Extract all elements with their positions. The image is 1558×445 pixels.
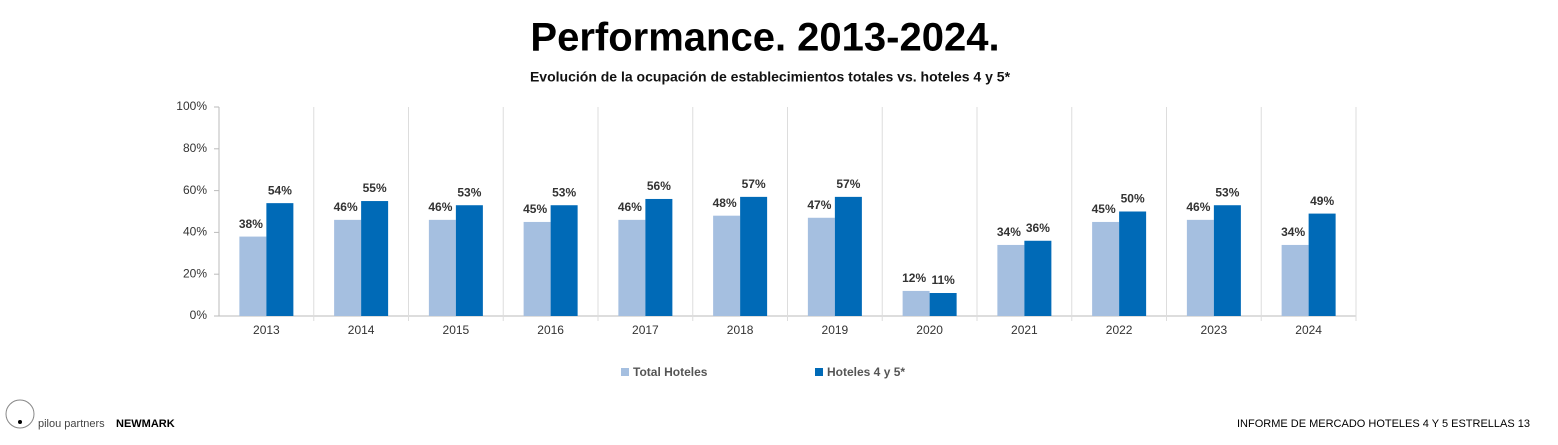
value-label: 47% bbox=[807, 198, 831, 212]
bar bbox=[1186, 219, 1214, 316]
y-tick-label: 60% bbox=[183, 183, 207, 197]
value-label: 56% bbox=[647, 179, 671, 193]
bar bbox=[1308, 213, 1336, 316]
value-label: 54% bbox=[268, 183, 292, 197]
bar bbox=[834, 196, 862, 316]
bar bbox=[645, 198, 673, 316]
logo-circle bbox=[5, 399, 35, 429]
x-tick-label: 2020 bbox=[916, 323, 943, 337]
x-tick-label: 2014 bbox=[348, 323, 375, 337]
value-label: 46% bbox=[334, 200, 358, 214]
value-label: 53% bbox=[1215, 185, 1239, 199]
value-label: 12% bbox=[902, 271, 926, 285]
y-tick-label: 20% bbox=[183, 266, 207, 280]
bar bbox=[266, 203, 294, 316]
bar bbox=[997, 244, 1025, 316]
x-tick-label: 2023 bbox=[1201, 323, 1228, 337]
bar bbox=[1213, 205, 1241, 316]
value-label: 57% bbox=[836, 177, 860, 191]
brand-left: pilou partners bbox=[38, 418, 105, 430]
bar bbox=[902, 290, 930, 316]
bar bbox=[807, 217, 835, 316]
y-tick-label: 100% bbox=[176, 99, 207, 113]
value-label: 49% bbox=[1310, 194, 1334, 208]
value-label: 11% bbox=[931, 273, 955, 287]
bar bbox=[618, 219, 646, 316]
chart-title: Performance. 2013-2024. bbox=[530, 16, 999, 60]
x-tick-label: 2013 bbox=[253, 323, 280, 337]
y-tick-label: 40% bbox=[183, 225, 207, 239]
value-label: 53% bbox=[552, 185, 576, 199]
bar bbox=[455, 205, 483, 316]
report-label: INFORME DE MERCADO HOTELES 4 Y 5 ESTRELL… bbox=[1237, 418, 1530, 430]
brand-right: NEWMARK bbox=[116, 418, 175, 430]
bar bbox=[713, 215, 741, 316]
bar bbox=[1024, 240, 1052, 316]
value-label: 36% bbox=[1026, 221, 1050, 235]
value-label: 53% bbox=[457, 185, 481, 199]
bar bbox=[929, 293, 957, 316]
bar bbox=[1281, 244, 1309, 316]
y-tick-label: 80% bbox=[183, 141, 207, 155]
x-tick-label: 2018 bbox=[727, 323, 754, 337]
x-tick-label: 2016 bbox=[537, 323, 564, 337]
chart-subtitle: Evolución de la ocupación de establecimi… bbox=[530, 69, 1011, 85]
value-label: 34% bbox=[997, 225, 1021, 239]
bar bbox=[1092, 221, 1120, 316]
value-label: 46% bbox=[428, 200, 452, 214]
value-label: 57% bbox=[742, 177, 766, 191]
value-label: 50% bbox=[1121, 192, 1145, 206]
x-tick-label: 2024 bbox=[1295, 323, 1322, 337]
x-tick-label: 2017 bbox=[632, 323, 659, 337]
legend-label: Hoteles 4 y 5* bbox=[827, 365, 905, 379]
bar bbox=[523, 221, 551, 316]
value-label: 46% bbox=[618, 200, 642, 214]
value-label: 38% bbox=[239, 217, 263, 231]
bar bbox=[1119, 211, 1147, 316]
value-label: 45% bbox=[1092, 202, 1116, 216]
bar bbox=[550, 205, 578, 316]
y-tick-label: 0% bbox=[190, 308, 208, 322]
bar bbox=[239, 236, 267, 316]
value-label: 45% bbox=[523, 202, 547, 216]
bar bbox=[361, 201, 389, 316]
x-tick-label: 2022 bbox=[1106, 323, 1133, 337]
x-tick-label: 2021 bbox=[1011, 323, 1038, 337]
legend-label: Total Hoteles bbox=[633, 365, 708, 379]
bar bbox=[334, 219, 362, 316]
bar bbox=[740, 196, 768, 316]
value-label: 34% bbox=[1281, 225, 1305, 239]
value-label: 48% bbox=[713, 196, 737, 210]
logo-dot bbox=[18, 420, 22, 424]
legend-swatch bbox=[815, 368, 823, 376]
x-tick-label: 2019 bbox=[822, 323, 849, 337]
bar bbox=[428, 219, 456, 316]
legend-swatch bbox=[621, 368, 629, 376]
value-label: 46% bbox=[1186, 200, 1210, 214]
value-label: 55% bbox=[363, 181, 387, 195]
x-tick-label: 2015 bbox=[443, 323, 470, 337]
